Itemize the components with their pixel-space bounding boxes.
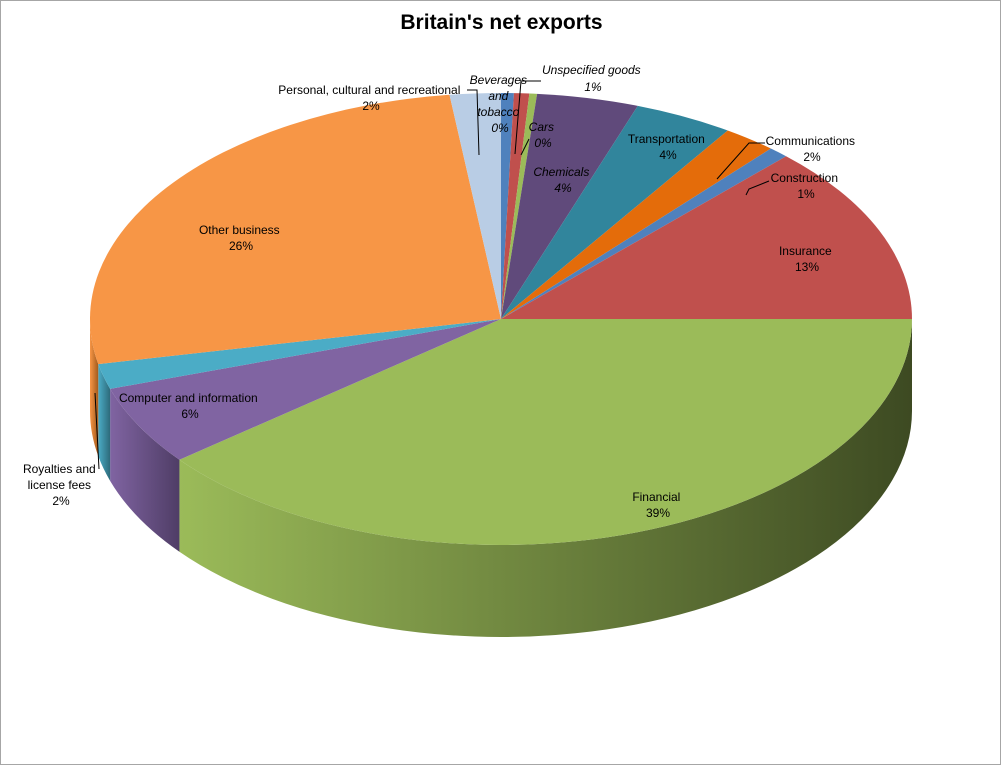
label-communications-pct: 2% <box>803 150 821 164</box>
leader-construction <box>745 180 770 196</box>
slice-other-business <box>89 94 501 365</box>
label-financial-line1: Financial <box>632 490 680 504</box>
slice-insurance <box>501 156 912 319</box>
label-beverages-line1: Beverages <box>470 73 527 87</box>
label-insurance: Insurance 13% <box>779 244 835 274</box>
side-financial <box>179 319 912 638</box>
label-royalties: Royalties and license fees 2% <box>23 462 99 508</box>
label-chemicals-pct: 4% <box>554 181 572 195</box>
slice-computer-and-information <box>110 319 501 460</box>
label-royalties-line1: Royalties and <box>23 462 96 476</box>
label-computer-pct: 6% <box>181 407 199 421</box>
leader-personal-cultural <box>467 89 480 156</box>
slice-chemicals <box>501 93 638 319</box>
label-other-line1: Other business <box>199 223 280 237</box>
leader-cars <box>520 138 530 156</box>
label-unspecified-goods: Unspecified goods 1% <box>542 63 644 94</box>
label-financial-pct: 39% <box>646 506 670 520</box>
label-beverages-line3: tobacco <box>477 105 519 119</box>
slice-cars <box>501 93 538 319</box>
label-construction: Construction 1% <box>771 171 842 201</box>
leader-communications <box>716 142 765 180</box>
slice-unspecified-goods <box>501 93 530 320</box>
slice-financial <box>179 319 912 545</box>
label-transportation: Transportation 4% <box>628 132 708 162</box>
side-royalties-and-license-fees <box>98 364 111 481</box>
pie-slices <box>89 93 912 545</box>
label-communications: Communications 2% <box>766 134 859 164</box>
side-computer-and-information <box>110 388 180 552</box>
label-beverages-pct: 0% <box>491 121 509 135</box>
label-unspecified-pct: 1% <box>584 80 602 94</box>
chart-title: Britain's net exports <box>400 11 603 34</box>
label-transportation-pct: 4% <box>659 148 677 162</box>
label-transportation-line1: Transportation <box>628 132 705 146</box>
label-chemicals: Chemicals 4% <box>533 165 592 195</box>
label-cars-pct: 0% <box>534 136 552 150</box>
label-beverages: Beverages and tobacco 0% <box>470 73 531 135</box>
label-royalties-line2: license fees <box>28 478 91 492</box>
leader-royalties <box>94 392 100 470</box>
label-cars-line1: Cars <box>529 120 554 134</box>
slice-royalties-and-license-fees <box>98 319 501 389</box>
slice-transportation <box>501 105 728 319</box>
slice-communications <box>501 130 771 319</box>
slice-personal-cultural-and-recreational <box>449 93 501 319</box>
label-personal-pct: 2% <box>362 99 380 113</box>
label-other-business: Other business 26% <box>199 223 283 253</box>
label-cars: Cars 0% <box>529 120 558 150</box>
data-labels: Beverages and tobacco 0% Unspecified goo… <box>23 63 859 520</box>
leader-lines <box>94 80 770 470</box>
label-computer-line1: Computer and information <box>119 391 258 405</box>
label-insurance-pct: 13% <box>795 260 819 274</box>
slice-beverages-and-tobacco <box>501 93 514 319</box>
label-financial: Financial 39% <box>632 490 683 520</box>
label-construction-line1: Construction <box>771 171 838 185</box>
slice-construction <box>501 148 787 319</box>
label-chemicals-line1: Chemicals <box>533 165 589 179</box>
label-other-pct: 26% <box>229 239 253 253</box>
label-insurance-line1: Insurance <box>779 244 832 258</box>
label-personal-cultural: Personal, cultural and recreational 2% <box>278 83 463 113</box>
label-unspecified-line1: Unspecified goods <box>542 63 641 77</box>
label-computer-information: Computer and information 6% <box>119 391 261 421</box>
label-construction-pct: 1% <box>797 187 815 201</box>
label-beverages-line2: and <box>488 89 508 103</box>
label-communications-line1: Communications <box>766 134 855 148</box>
label-royalties-pct: 2% <box>52 494 70 508</box>
label-personal-line1: Personal, cultural and recreational <box>278 83 460 97</box>
leader-unspecified-goods <box>514 80 541 155</box>
